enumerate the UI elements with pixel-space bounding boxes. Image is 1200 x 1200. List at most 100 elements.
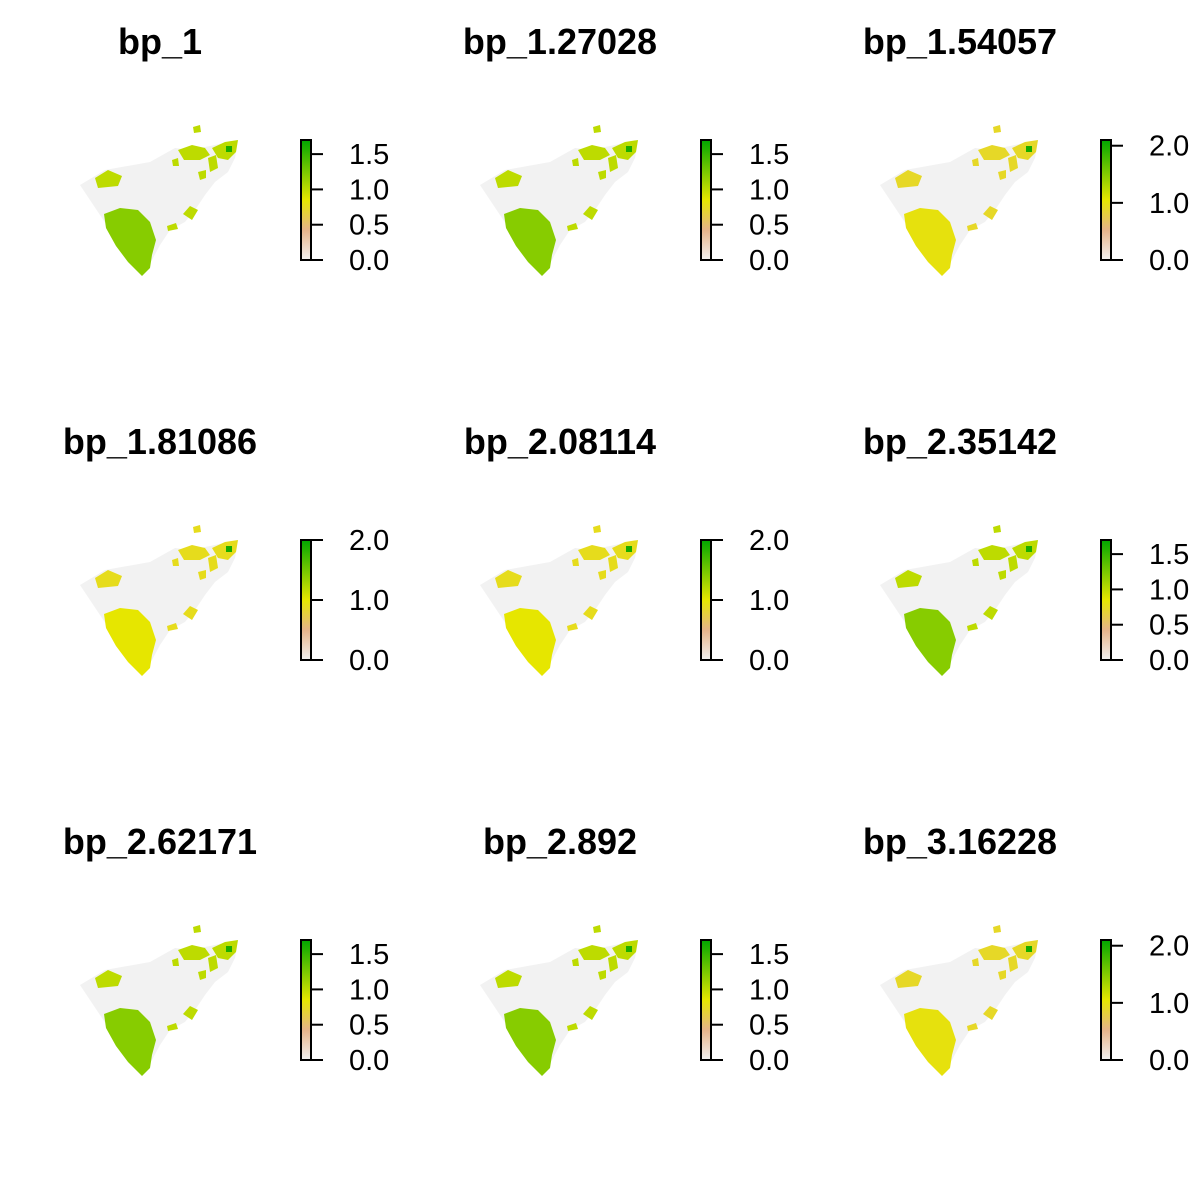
map-patch [208,155,218,172]
map-fill-area [904,608,956,676]
map-hotspot [626,946,632,952]
map-patch [608,555,618,572]
map-patch [998,170,1006,180]
legend-colorbar [300,539,312,661]
map-patch [583,606,598,620]
panel-6: bp_2.35142 0.00.5 1.01.5 [863,421,1189,677]
legend-tick-label: 1.5 [1149,539,1189,571]
legend-tick-label: 0.0 [749,245,789,277]
map-patch [198,170,206,180]
map-patch [895,570,922,588]
map-patch [178,945,210,960]
map-patch [983,1006,998,1020]
panel-2: bp_1.27028 0.00.5 1.01.5 [463,21,789,277]
legend-tick-label: 0.0 [1149,645,1189,677]
map-patch [967,223,978,231]
map-hotspot [1026,546,1032,552]
legend-tick-label: 0.0 [349,1045,389,1077]
legend-tick-label: 1.5 [349,939,389,971]
panel-title: bp_2.08114 [464,421,656,462]
map-patch [612,140,638,160]
map-patch [593,525,601,533]
map-patch [578,145,610,160]
map-patch [495,970,522,988]
panel-title: bp_1.81086 [63,421,257,462]
map-patch [972,158,979,166]
map-patch [198,970,206,980]
legend-tick-label: 1.0 [1149,988,1189,1020]
map-hotspot [1026,146,1032,152]
legend-tick-label: 1.0 [749,585,789,617]
map-patch [198,570,206,580]
legend-colorbar [700,539,712,661]
legend-tick-label: 0.5 [349,1010,389,1042]
map-patch [972,958,979,966]
map-patch [208,555,218,572]
panel-title: bp_1.27028 [463,21,657,62]
map-patch [972,558,979,566]
map-hotspot [626,146,632,152]
legend-tick-label: 1.5 [749,939,789,971]
map-fill-area [504,208,556,276]
map-patch [593,125,601,133]
legend-tick-label: 1.0 [1149,574,1189,606]
legend-tick-label: 0.0 [1149,245,1189,277]
panel-7: bp_2.62171 0.00.5 1.01.5 [63,821,389,1077]
map-patch [612,940,638,960]
map-patch [167,223,178,231]
map-patch [1012,540,1038,560]
panel-title: bp_2.35142 [863,421,1057,462]
legend-tick-label: 2.0 [1149,131,1189,163]
map-fill-area [104,1008,156,1076]
legend-tick-label: 1.0 [349,174,389,206]
map-patch [212,940,238,960]
map-patch [578,545,610,560]
map-patch [572,958,579,966]
map-patch [1008,155,1018,172]
legend-tick-label: 0.5 [749,210,789,242]
legend-tick-label: 0.0 [1149,1045,1189,1077]
legend-tick-label: 0.0 [349,645,389,677]
map-patch [1012,940,1038,960]
legend-colorbar [1100,139,1112,261]
map-patch [172,158,179,166]
map-fill-area [504,608,556,676]
map-fill-area [504,1008,556,1076]
legend-tick-label: 0.5 [349,210,389,242]
map-patch [1008,555,1018,572]
map-patch [193,125,201,133]
map-patch [978,545,1010,560]
map-patch [567,223,578,231]
map-patch [572,558,579,566]
map-patch [998,570,1006,580]
map-patch [572,158,579,166]
legend-tick-label: 2.0 [1149,931,1189,963]
legend-colorbar [700,939,712,1061]
legend-colorbar [700,139,712,261]
legend-tick-label: 2.0 [349,525,389,557]
map-patch [993,525,1001,533]
legend-tick-label: 2.0 [749,525,789,557]
legend-tick-label: 0.5 [749,1010,789,1042]
panel-8: bp_2.892 0.00.5 1.01.5 [480,821,789,1077]
legend-colorbar [1100,539,1112,661]
map-patch [598,970,606,980]
map-patch [208,955,218,972]
map-patch [983,206,998,220]
map-patch [583,1006,598,1020]
map-patch [1008,955,1018,972]
legend-tick-label: 0.5 [1149,610,1189,642]
map-patch [95,170,122,188]
map-patch [495,570,522,588]
map-patch [567,623,578,631]
map-patch [212,540,238,560]
map-patch [193,525,201,533]
map-patch [998,970,1006,980]
map-patch [178,145,210,160]
panel-title: bp_2.892 [483,821,637,862]
legend-tick-label: 1.0 [1149,188,1189,220]
legend-tick-label: 1.0 [749,174,789,206]
map-patch [495,170,522,188]
map-patch [978,945,1010,960]
map-patch [608,955,618,972]
